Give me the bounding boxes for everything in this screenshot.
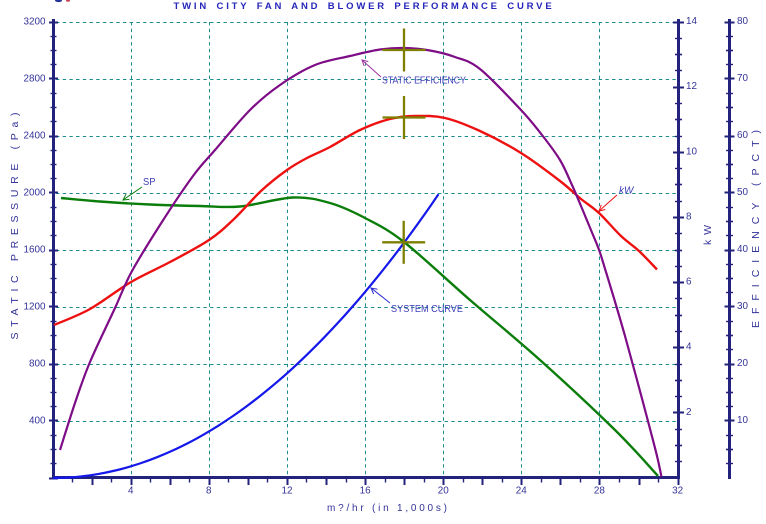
- svg-text:SP: SP: [143, 177, 156, 189]
- svg-text:kW: kW: [619, 185, 635, 196]
- svg-text:10: 10: [686, 146, 697, 157]
- svg-text:12: 12: [686, 81, 697, 92]
- svg-text:16: 16: [360, 486, 371, 497]
- svg-text:30: 30: [737, 301, 748, 312]
- svg-text:800: 800: [29, 359, 46, 370]
- svg-text:20: 20: [737, 358, 748, 369]
- svg-text:2: 2: [686, 407, 692, 418]
- svg-text:2400: 2400: [24, 131, 46, 142]
- svg-text:10: 10: [737, 415, 748, 426]
- svg-text:80: 80: [737, 16, 748, 27]
- svg-text:40: 40: [737, 244, 748, 255]
- svg-text:4: 4: [686, 342, 692, 353]
- svg-text:3200: 3200: [24, 17, 46, 28]
- svg-text:14: 14: [686, 16, 697, 27]
- svg-text:TWIN CITY FAN AND BLOWER PERFO: TWIN CITY FAN AND BLOWER PERFORMANCE CUR…: [174, 1, 555, 12]
- svg-text:8: 8: [686, 211, 692, 222]
- svg-text:m?/hr (in 1,000s): m?/hr (in 1,000s): [327, 503, 447, 514]
- svg-text:400: 400: [29, 416, 46, 427]
- svg-text:2800: 2800: [24, 74, 46, 85]
- svg-text:70: 70: [737, 73, 748, 84]
- svg-text:8: 8: [206, 486, 212, 497]
- svg-text:24: 24: [516, 486, 527, 497]
- svg-text:20: 20: [438, 486, 449, 497]
- svg-text:STATIC EFFICIENCY: STATIC EFFICIENCY: [382, 75, 466, 87]
- svg-text:1200: 1200: [24, 302, 46, 313]
- svg-text:6: 6: [686, 277, 692, 288]
- svg-text:60: 60: [737, 130, 748, 141]
- svg-text:32: 32: [672, 486, 683, 497]
- svg-text:kW: kW: [702, 225, 714, 245]
- svg-text:1600: 1600: [24, 245, 46, 256]
- svg-text:4: 4: [128, 486, 134, 497]
- svg-text:2000: 2000: [24, 188, 46, 199]
- svg-text:50: 50: [737, 187, 748, 198]
- svg-text:28: 28: [594, 486, 605, 497]
- svg-text:SYSTEM CURVE: SYSTEM CURVE: [391, 304, 463, 316]
- svg-text:12: 12: [282, 486, 293, 497]
